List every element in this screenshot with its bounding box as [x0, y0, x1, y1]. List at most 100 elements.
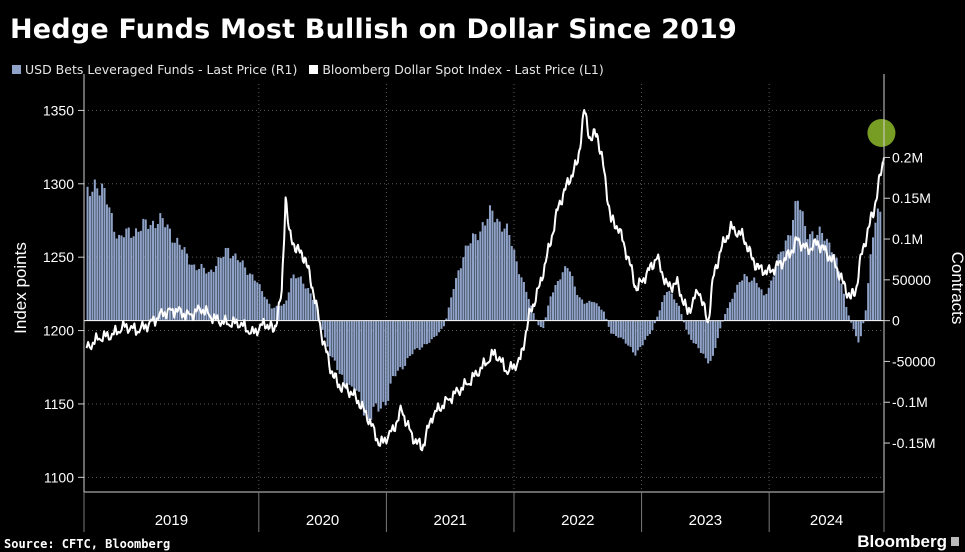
- bar: [714, 320, 717, 349]
- bar: [353, 320, 356, 394]
- bar: [309, 293, 312, 321]
- bar: [598, 306, 601, 321]
- bar: [762, 295, 765, 321]
- bar: [777, 254, 780, 321]
- bar: [518, 274, 521, 321]
- bar: [505, 223, 508, 321]
- bar: [358, 320, 361, 392]
- bar: [161, 218, 164, 321]
- bar: [515, 261, 518, 321]
- bar: [246, 274, 249, 321]
- bar: [537, 320, 540, 326]
- share-icon: [951, 537, 959, 546]
- bar: [571, 276, 574, 321]
- bar: [840, 283, 843, 321]
- bar: [707, 320, 710, 364]
- bar: [530, 305, 533, 321]
- bar: [295, 278, 298, 321]
- bar: [474, 234, 477, 321]
- bar: [697, 320, 700, 349]
- bar: [248, 273, 251, 321]
- bar: [96, 188, 99, 321]
- bar: [632, 320, 635, 353]
- bar: [421, 320, 424, 348]
- bar: [261, 291, 264, 321]
- bar: [333, 320, 336, 361]
- bar: [183, 247, 186, 321]
- bar: [375, 320, 378, 404]
- bar: [806, 239, 809, 321]
- bar: [241, 260, 244, 321]
- bar: [665, 291, 668, 321]
- bar: [619, 320, 622, 338]
- bar: [675, 302, 678, 321]
- legend-swatch-line: [309, 65, 319, 74]
- bar: [687, 320, 690, 335]
- bar: [411, 320, 414, 355]
- bar: [224, 247, 227, 321]
- bar: [799, 209, 802, 321]
- bar: [782, 251, 785, 321]
- series-line-dollar-index: [85, 109, 885, 452]
- bar: [275, 305, 278, 321]
- bar: [656, 316, 659, 321]
- bar: [588, 300, 591, 321]
- bar: [651, 320, 654, 331]
- bar: [566, 268, 569, 321]
- bar: [348, 320, 351, 385]
- bar: [382, 320, 385, 402]
- bar: [181, 249, 184, 321]
- bar: [290, 278, 293, 321]
- bar: [304, 288, 307, 321]
- bar: [600, 309, 603, 321]
- bar: [360, 320, 363, 408]
- bar: [862, 320, 865, 324]
- bar: [328, 320, 331, 357]
- bar: [91, 191, 94, 321]
- bar: [472, 233, 475, 321]
- bar: [564, 266, 567, 321]
- bar: [663, 295, 666, 321]
- bar: [493, 222, 496, 321]
- x-tick-label: 2020: [306, 512, 339, 529]
- bar: [581, 299, 584, 321]
- bar: [852, 320, 855, 330]
- bar: [787, 235, 790, 321]
- bar: [680, 314, 683, 321]
- bar: [122, 237, 125, 321]
- bar: [408, 320, 411, 356]
- bar: [210, 269, 213, 321]
- bar: [394, 320, 397, 377]
- bar: [287, 292, 290, 321]
- bar: [142, 218, 145, 321]
- bar: [292, 274, 295, 321]
- bar: [641, 320, 644, 346]
- bar: [450, 297, 453, 321]
- bar: [321, 320, 324, 330]
- left-axis-title: Index points: [11, 242, 30, 334]
- bar: [236, 260, 239, 321]
- bar: [232, 255, 235, 321]
- bar: [127, 227, 130, 321]
- bar: [173, 242, 176, 321]
- left-tick-label: 1100: [44, 469, 74, 485]
- bar: [695, 320, 698, 344]
- bar: [525, 291, 528, 321]
- bar: [847, 315, 850, 321]
- bar: [549, 296, 552, 321]
- bar: [585, 302, 588, 321]
- bar: [719, 320, 722, 329]
- bar: [578, 297, 581, 321]
- bar: [215, 265, 218, 321]
- bar: [430, 320, 433, 340]
- bar: [869, 254, 872, 321]
- bar: [280, 305, 283, 321]
- bar: [745, 276, 748, 321]
- bar: [690, 320, 693, 340]
- bar: [624, 320, 627, 344]
- bar: [867, 283, 870, 321]
- left-tick-label: 1150: [44, 396, 74, 412]
- bar: [159, 213, 162, 321]
- bar: [331, 320, 334, 358]
- bar: [796, 200, 799, 321]
